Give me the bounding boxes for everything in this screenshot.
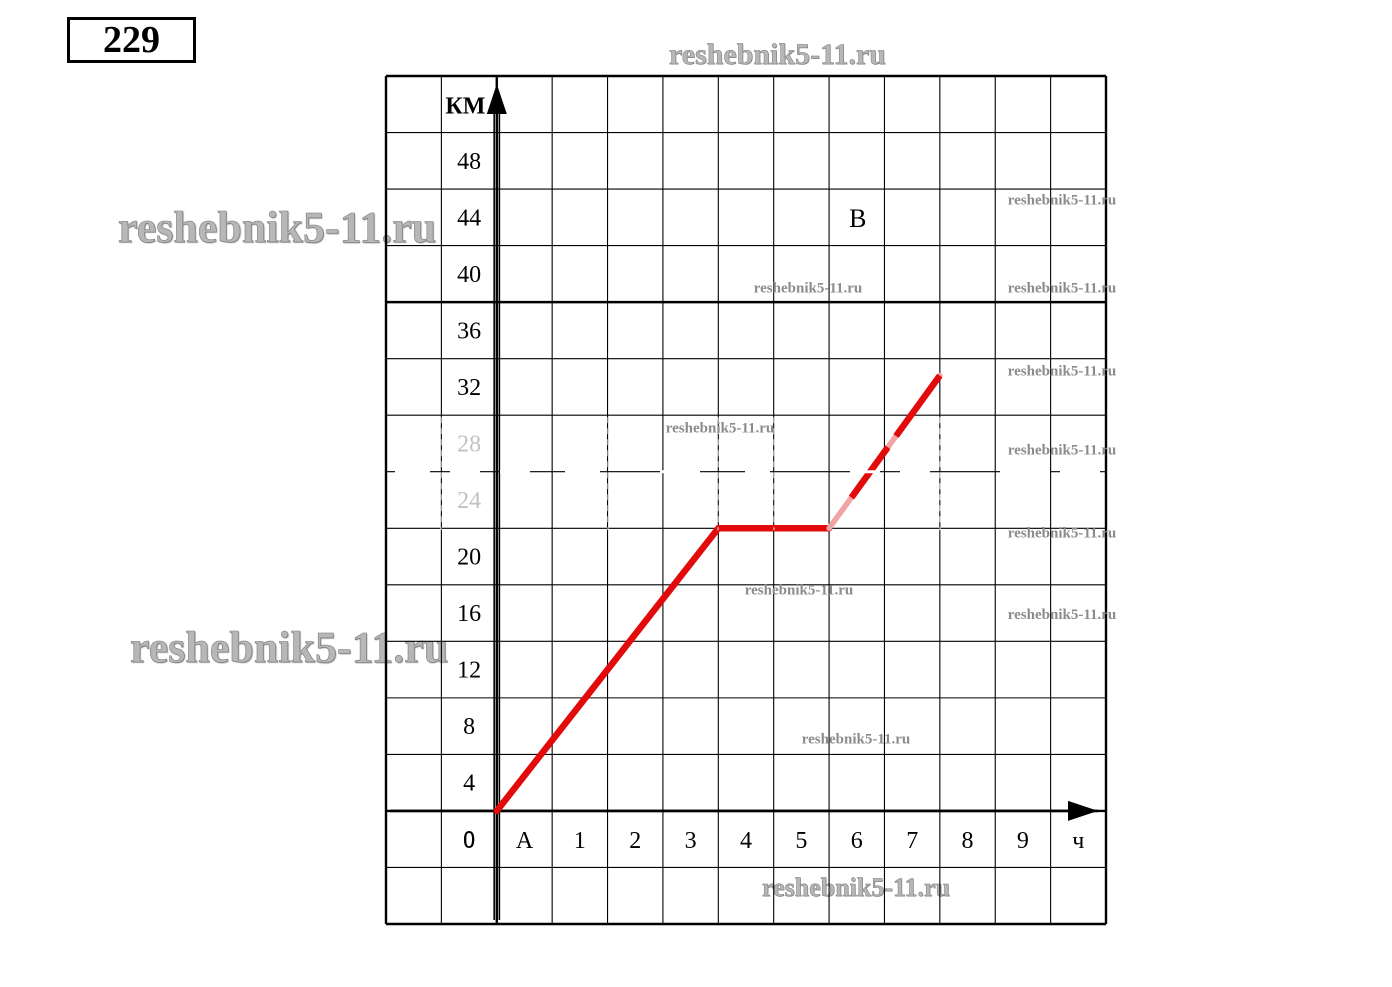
svg-text:9: 9	[1017, 828, 1029, 854]
svg-text:7: 7	[906, 828, 918, 854]
svg-text:6: 6	[851, 828, 863, 854]
svg-text:8: 8	[962, 828, 974, 854]
svg-text:reshebnik5-11.ru: reshebnik5-11.ru	[1008, 526, 1117, 542]
svg-text:32: 32	[457, 375, 481, 401]
svg-text:0: 0	[463, 828, 475, 854]
svg-text:36: 36	[457, 318, 481, 344]
svg-text:24: 24	[457, 488, 481, 514]
svg-text:20: 20	[457, 545, 481, 571]
svg-text:reshebnik5-11.ru: reshebnik5-11.ru	[745, 583, 854, 599]
svg-text:44: 44	[457, 205, 481, 231]
svg-text:2: 2	[629, 828, 641, 854]
svg-text:reshebnik5-11.ru: reshebnik5-11.ru	[1008, 364, 1117, 380]
svg-text:5: 5	[795, 828, 807, 854]
svg-text:4: 4	[740, 828, 752, 854]
svg-text:A: A	[516, 828, 534, 854]
svg-text:40: 40	[457, 262, 481, 288]
svg-text:12: 12	[457, 658, 481, 684]
svg-text:B: B	[849, 204, 866, 233]
svg-text:3: 3	[685, 828, 697, 854]
svg-text:reshebnik5-11.ru: reshebnik5-11.ru	[666, 421, 775, 437]
svg-text:4: 4	[463, 771, 475, 797]
svg-text:reshebnik5-11.ru: reshebnik5-11.ru	[1008, 280, 1117, 296]
svg-text:28: 28	[457, 432, 481, 458]
svg-text:reshebnik5-11.ru: reshebnik5-11.ru	[1008, 607, 1117, 623]
svg-text:КМ: КМ	[445, 93, 485, 119]
svg-text:1: 1	[574, 828, 586, 854]
svg-text:48: 48	[457, 149, 481, 175]
svg-text:reshebnik5-11.ru: reshebnik5-11.ru	[1008, 193, 1117, 209]
svg-text:ч: ч	[1072, 828, 1084, 854]
svg-text:8: 8	[463, 714, 475, 740]
svg-text:reshebnik5-11.ru: reshebnik5-11.ru	[754, 280, 863, 296]
svg-text:reshebnik5-11.ru: reshebnik5-11.ru	[1008, 442, 1117, 458]
svg-text:reshebnik5-11.ru: reshebnik5-11.ru	[802, 732, 911, 748]
svg-text:16: 16	[457, 601, 481, 627]
